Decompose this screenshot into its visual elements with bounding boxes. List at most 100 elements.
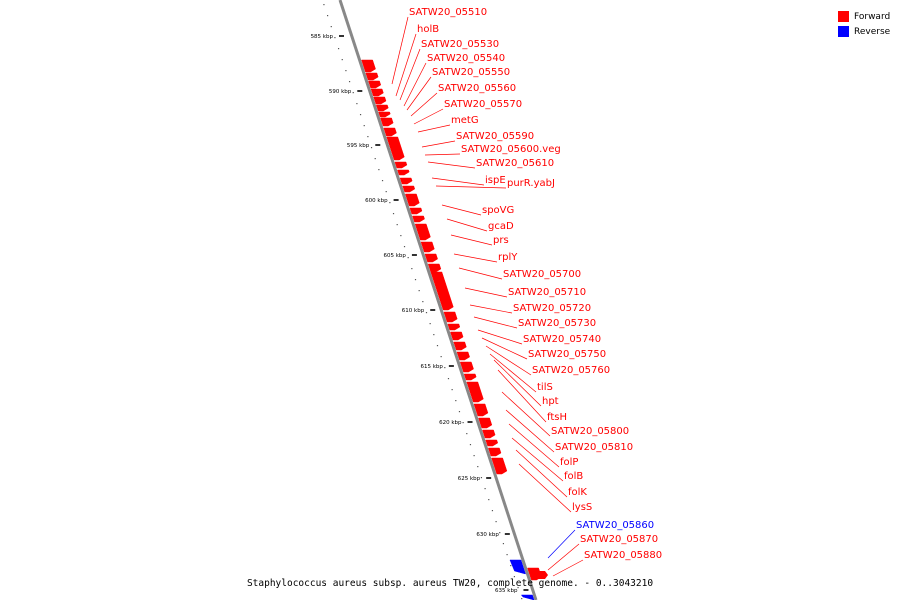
reverse-label: Reverse — [854, 26, 891, 37]
gene-feature — [459, 361, 474, 373]
scale-tick-label: 630 kbp — [476, 532, 499, 538]
label-leader-line — [403, 62, 427, 107]
gene-feature — [409, 207, 423, 215]
gene-feature — [443, 311, 458, 323]
label-leader-line — [450, 234, 493, 246]
gene-label-rply: rplY — [498, 252, 518, 263]
gene-features — [361, 59, 548, 600]
label-leader-line — [395, 33, 417, 97]
gene-label-tils: tilS — [537, 382, 553, 393]
gene-label-satw20-05540: SATW20_05540 — [427, 53, 505, 64]
gene-feature — [368, 80, 382, 89]
gene-feature — [383, 127, 397, 137]
gene-label-folp: folP — [560, 457, 578, 468]
scale-tick-label: 615 kbp — [420, 364, 443, 370]
gene-label-satw20-05600-veg: SATW20_05600.veg — [461, 144, 561, 155]
gene-feature — [485, 439, 499, 447]
label-leader-line — [399, 48, 421, 101]
gene-label-folb: folB — [564, 471, 583, 482]
gene-label-satw20-05760: SATW20_05760 — [532, 365, 610, 376]
scale-tick-label: 590 kbp — [329, 89, 352, 95]
gene-label-satw20-05800: SATW20_05800 — [551, 426, 629, 437]
gene-feature — [430, 271, 454, 311]
label-leaders — [391, 16, 584, 577]
gene-label-satw20-05870: SATW20_05870 — [580, 534, 658, 545]
gene-feature — [380, 117, 394, 127]
gene-feature — [399, 177, 413, 185]
scale-tick-label: 610 kbp — [402, 308, 425, 314]
map-caption: Staphylococcus aureus subsp. aureus TW20… — [246, 578, 654, 589]
gene-feature — [370, 88, 384, 97]
gene-label-satw20-05810: SATW20_05810 — [555, 442, 633, 453]
gene-feature — [386, 136, 405, 161]
gene-label-satw20-05700: SATW20_05700 — [503, 269, 581, 280]
gene-label-ftsh: ftsH — [547, 412, 567, 423]
gene-label-satw20-05860: SATW20_05860 — [576, 520, 654, 531]
label-leader-line — [391, 16, 409, 85]
gene-label-satw20-05740: SATW20_05740 — [523, 334, 601, 345]
gene-feature — [420, 241, 435, 253]
label-leader-line — [493, 359, 542, 407]
label-leader-line — [515, 449, 568, 498]
gene-label-satw20-05720: SATW20_05720 — [513, 303, 591, 314]
gene-labels: SATW20_05510 holB SATW20_05530 SATW20_05540… — [409, 7, 662, 561]
legend: Forward Reverse — [838, 9, 890, 39]
gene-feature — [491, 457, 508, 475]
gene-feature — [365, 72, 379, 81]
scale-tick-label: 625 kbp — [458, 476, 481, 482]
gene-feature — [453, 341, 467, 351]
label-leader-line — [485, 345, 532, 376]
gene-label-hpt: hpt — [542, 396, 559, 407]
gene-feature — [478, 417, 493, 429]
gene-feature — [414, 223, 431, 241]
legend-reverse: Reverse — [838, 24, 890, 39]
label-leader-line — [505, 409, 555, 453]
label-leader-line — [413, 108, 444, 125]
gene-label-gcad: gcaD — [488, 221, 514, 232]
label-leader-line — [458, 267, 503, 280]
gene-feature — [530, 571, 548, 579]
gene-feature — [427, 263, 442, 273]
gene-feature — [447, 323, 461, 331]
label-leader-line — [431, 177, 485, 186]
label-leader-line — [489, 353, 537, 393]
label-leader-line — [501, 391, 551, 437]
gene-label-folk: folK — [568, 487, 587, 498]
gene-label-satw20-05510: SATW20_05510 — [409, 7, 487, 18]
gene-label-satw20-05570: SATW20_05570 — [444, 99, 522, 110]
gene-feature — [373, 96, 387, 105]
label-leader-line — [446, 218, 488, 232]
label-leader-line — [421, 140, 456, 148]
gene-feature — [397, 169, 410, 176]
gene-label-purr-yabj: purR.yabJ — [507, 178, 555, 189]
label-leader-line — [417, 124, 451, 133]
label-leader-line — [435, 185, 507, 189]
gene-label-prs: prs — [493, 235, 509, 246]
gene-label-lyss: lysS — [572, 502, 592, 513]
scale-tick-label: 605 kbp — [383, 253, 406, 259]
gene-label-metg: metG — [451, 115, 479, 126]
scale-tick-label: 595 kbp — [347, 143, 370, 149]
label-leader-line — [406, 76, 432, 111]
label-leader-line — [441, 204, 482, 216]
gene-feature — [402, 185, 416, 193]
gene-feature — [456, 351, 470, 361]
label-leader-line — [453, 253, 498, 263]
reverse-swatch — [838, 26, 849, 37]
legend-forward: Forward — [838, 9, 890, 24]
gene-feature — [394, 161, 408, 169]
gene-feature — [473, 403, 489, 417]
label-leader-line — [547, 543, 580, 571]
label-leader-line — [547, 529, 576, 559]
gene-feature — [361, 59, 376, 73]
gene-label-satw20-05550: SATW20_05550 — [432, 67, 510, 78]
gene-label-satw20-05610: SATW20_05610 — [476, 158, 554, 169]
label-leader-line — [481, 337, 528, 360]
label-leader-line — [497, 369, 547, 423]
gene-feature — [482, 429, 496, 439]
gene-feature — [450, 331, 464, 341]
label-leader-line — [511, 437, 564, 482]
scale-tick-label: 585 kbp — [311, 34, 334, 40]
label-leader-line — [424, 153, 461, 156]
gene-label-satw20-05590: SATW20_05590 — [456, 131, 534, 142]
